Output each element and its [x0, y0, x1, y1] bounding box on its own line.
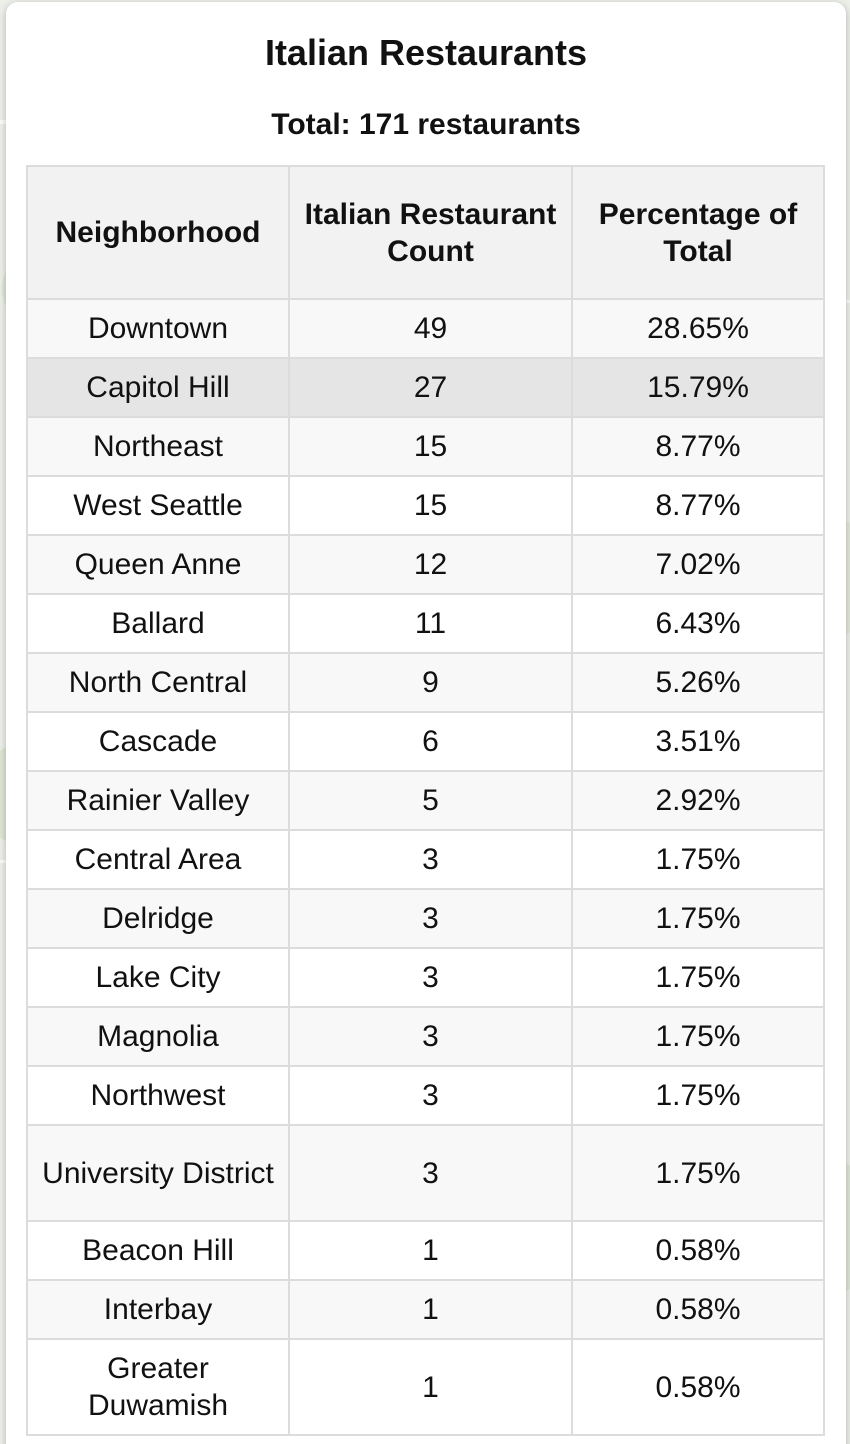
- cell-count: 5: [288, 770, 573, 831]
- cell-neighborhood: University District: [26, 1124, 290, 1222]
- header-neighborhood: Neighborhood: [26, 165, 290, 300]
- cell-count: 49: [288, 298, 573, 359]
- table-row: West Seattle 15 8.77%: [26, 475, 825, 536]
- cell-percentage: 1.75%: [571, 1065, 825, 1126]
- cell-count: 3: [288, 947, 573, 1008]
- cell-count: 3: [288, 1124, 573, 1222]
- table-row: Magnolia 3 1.75%: [26, 1006, 825, 1067]
- cell-percentage: 3.51%: [571, 711, 825, 772]
- cell-count: 6: [288, 711, 573, 772]
- table-body: Downtown 49 28.65% Capitol Hill 27 15.79% Nort…: [26, 298, 825, 1436]
- cell-count: 1: [288, 1220, 573, 1281]
- cell-percentage: 1.75%: [571, 1124, 825, 1222]
- table-row: Greater Duwamish 1 0.58%: [26, 1338, 825, 1436]
- table-row: Interbay 1 0.58%: [26, 1279, 825, 1340]
- header-count: Italian Restaurant Count: [288, 165, 573, 300]
- cell-neighborhood: Lake City: [26, 947, 290, 1008]
- cell-percentage: 15.79%: [571, 357, 825, 418]
- table-row: Capitol Hill 27 15.79%: [26, 357, 825, 418]
- popup-total: Total: 171 restaurants: [271, 108, 581, 141]
- table-row: Delridge 3 1.75%: [26, 888, 825, 949]
- cell-neighborhood: Delridge: [26, 888, 290, 949]
- cell-neighborhood: Beacon Hill: [26, 1220, 290, 1281]
- table-row: Beacon Hill 1 0.58%: [26, 1220, 825, 1281]
- cell-neighborhood: Greater Duwamish: [26, 1338, 290, 1436]
- cell-count: 12: [288, 534, 573, 595]
- table-header-row: Neighborhood Italian Restaurant Count Pe…: [26, 165, 825, 300]
- table-row: Northwest 3 1.75%: [26, 1065, 825, 1126]
- table-row: North Central 9 5.26%: [26, 652, 825, 713]
- cell-count: 11: [288, 593, 573, 654]
- table-row: Rainier Valley 5 2.92%: [26, 770, 825, 831]
- cell-percentage: 1.75%: [571, 888, 825, 949]
- cell-percentage: 2.92%: [571, 770, 825, 831]
- cell-percentage: 0.58%: [571, 1338, 825, 1436]
- cell-neighborhood: North Central: [26, 652, 290, 713]
- cell-percentage: 1.75%: [571, 829, 825, 890]
- cell-neighborhood: Cascade: [26, 711, 290, 772]
- cell-count: 3: [288, 888, 573, 949]
- cell-neighborhood: Capitol Hill: [26, 357, 290, 418]
- cell-count: 1: [288, 1279, 573, 1340]
- cell-percentage: 8.77%: [571, 475, 825, 536]
- cell-neighborhood: Northwest: [26, 1065, 290, 1126]
- cell-count: 15: [288, 416, 573, 477]
- cell-count: 3: [288, 829, 573, 890]
- table-row: Ballard 11 6.43%: [26, 593, 825, 654]
- cell-percentage: 1.75%: [571, 947, 825, 1008]
- cell-percentage: 0.58%: [571, 1220, 825, 1281]
- cell-count: 15: [288, 475, 573, 536]
- table-row: Queen Anne 12 7.02%: [26, 534, 825, 595]
- map-popup: Italian Restaurants Total: 171 restauran…: [6, 2, 846, 1444]
- table-row: Cascade 6 3.51%: [26, 711, 825, 772]
- cell-count: 1: [288, 1338, 573, 1436]
- cell-percentage: 8.77%: [571, 416, 825, 477]
- cell-neighborhood: Northeast: [26, 416, 290, 477]
- cell-neighborhood: Downtown: [26, 298, 290, 359]
- cell-neighborhood: Queen Anne: [26, 534, 290, 595]
- cell-percentage: 1.75%: [571, 1006, 825, 1067]
- table-row: Downtown 49 28.65%: [26, 298, 825, 359]
- table-row: University District 3 1.75%: [26, 1124, 825, 1222]
- header-percentage: Percentage of Total: [571, 165, 825, 300]
- cell-count: 9: [288, 652, 573, 713]
- cell-neighborhood: Rainier Valley: [26, 770, 290, 831]
- cell-percentage: 7.02%: [571, 534, 825, 595]
- restaurant-table: Neighborhood Italian Restaurant Count Pe…: [26, 165, 825, 1436]
- cell-percentage: 0.58%: [571, 1279, 825, 1340]
- table-row: Central Area 3 1.75%: [26, 829, 825, 890]
- popup-title: Italian Restaurants: [264, 32, 588, 73]
- table-row: Lake City 3 1.75%: [26, 947, 825, 1008]
- cell-neighborhood: West Seattle: [26, 475, 290, 536]
- cell-percentage: 6.43%: [571, 593, 825, 654]
- cell-neighborhood: Interbay: [26, 1279, 290, 1340]
- cell-percentage: 5.26%: [571, 652, 825, 713]
- map-road: [0, 860, 10, 863]
- cell-neighborhood: Central Area: [26, 829, 290, 890]
- table-row: Northeast 15 8.77%: [26, 416, 825, 477]
- cell-count: 3: [288, 1065, 573, 1126]
- cell-neighborhood: Magnolia: [26, 1006, 290, 1067]
- cell-count: 3: [288, 1006, 573, 1067]
- cell-count: 27: [288, 357, 573, 418]
- cell-percentage: 28.65%: [571, 298, 825, 359]
- cell-neighborhood: Ballard: [26, 593, 290, 654]
